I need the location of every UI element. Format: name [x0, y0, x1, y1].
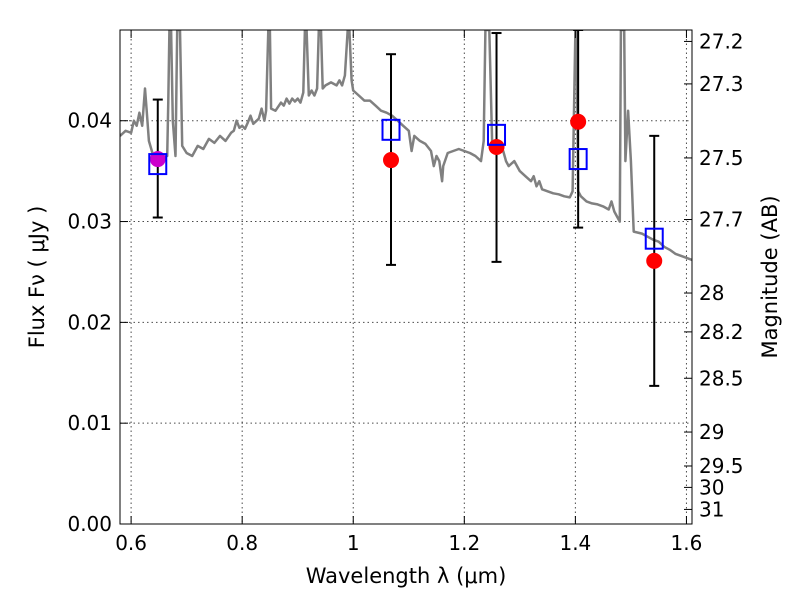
grid-lines [120, 30, 692, 525]
x-tick-label: 1.4 [559, 531, 591, 555]
observed-flux-point [488, 138, 505, 155]
observed-flux-point [646, 252, 663, 269]
x-tick-label: 1.6 [671, 531, 703, 555]
x-tick-label: 0.8 [226, 531, 258, 555]
model-flux-square [487, 123, 507, 146]
y2-tick-label: 31 [699, 497, 724, 521]
observed-flux-point [383, 152, 400, 169]
model-flux-square [568, 148, 588, 171]
y2-tick-label: 27.7 [699, 208, 744, 232]
x-tick-label: 1.2 [448, 531, 480, 555]
y2-axis-label: Magnitude (AB) [758, 195, 782, 358]
y2-tick-label: 28.5 [699, 366, 744, 390]
spectrum-line [120, 30, 692, 262]
model-flux-square [148, 153, 168, 176]
plot-frame [119, 29, 693, 525]
y2-tick-label: 27.5 [699, 146, 744, 170]
y2-tick-label: 27.3 [699, 72, 744, 96]
y-tick-label: 0.02 [67, 310, 112, 334]
y2-tick-label: 27.2 [699, 29, 744, 53]
y-tick-label: 0.01 [67, 411, 112, 435]
y-tick-label: 0.04 [67, 109, 112, 133]
x-tick-label: 0.6 [115, 531, 147, 555]
y2-tick-label: 29.5 [699, 454, 744, 478]
observed-flux-point [570, 113, 587, 130]
model-flux-square [381, 118, 401, 141]
axis-ticks: 0.6 0.8 1 1.2 1.4 1.6 0.00 0.01 0.02 0.03 0.04 27.2… [67, 29, 743, 555]
y-tick-label: 0.03 [67, 210, 112, 234]
x-tick-label: 1 [347, 531, 360, 555]
y2-tick-label: 28.2 [699, 320, 744, 344]
y-axis-label: Flux Fν ( μJy ) [25, 206, 49, 349]
y2-tick-label: 28 [699, 281, 724, 305]
y2-tick-label: 30 [699, 475, 724, 499]
y2-tick-label: 29 [699, 420, 724, 444]
model-flux-square [644, 227, 664, 250]
x-axis-label: Wavelength λ (μm) [306, 564, 507, 588]
plot-area [120, 30, 692, 387]
y-tick-label: 0.00 [67, 512, 112, 536]
